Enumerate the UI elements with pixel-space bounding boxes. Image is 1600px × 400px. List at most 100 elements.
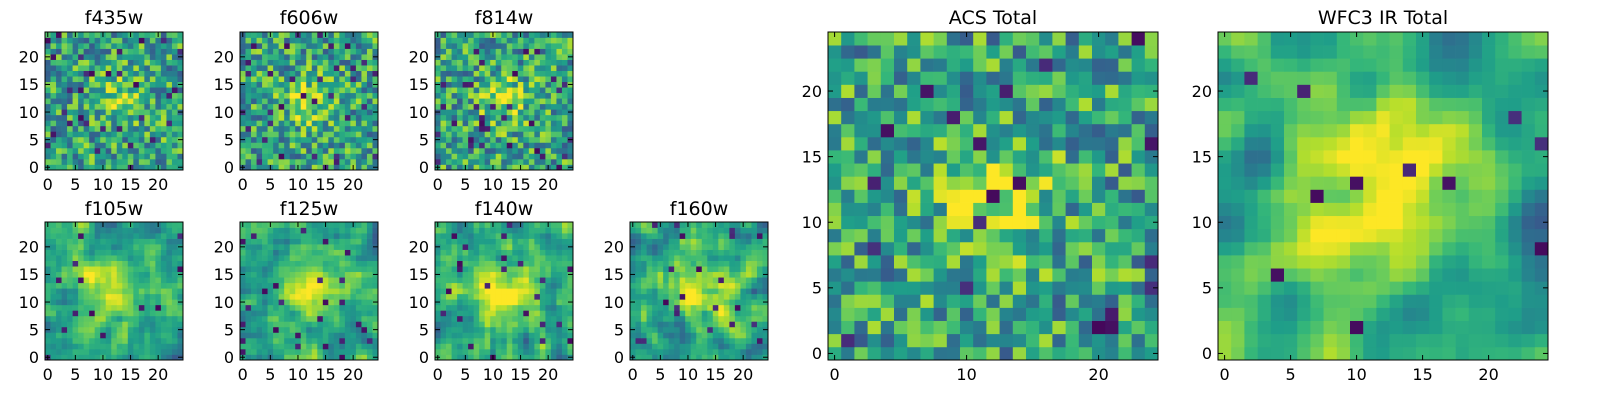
heatmap-cell	[100, 92, 107, 99]
heatmap-cell	[561, 70, 568, 77]
heatmap-cell	[539, 54, 546, 60]
heatmap-cell	[366, 59, 373, 66]
heatmap-cell	[707, 348, 714, 355]
heatmap-cell	[328, 249, 335, 256]
heatmap-cell	[440, 92, 447, 99]
heatmap-cell	[333, 147, 340, 154]
heatmap-cell	[300, 98, 307, 105]
heatmap-cell	[278, 293, 285, 300]
heatmap-cell	[690, 233, 697, 239]
heatmap-cell	[479, 315, 486, 322]
heatmap-cell	[1092, 268, 1106, 282]
heatmap-cell	[171, 249, 178, 256]
heatmap-cell	[523, 354, 530, 361]
heatmap-cell	[674, 337, 681, 344]
heatmap-cell	[256, 227, 263, 234]
heatmap-cell	[894, 333, 908, 348]
heatmap-cell	[322, 81, 329, 88]
heatmap-cell	[155, 103, 162, 110]
heatmap-cell	[317, 288, 324, 295]
heatmap-cell	[295, 332, 302, 339]
heatmap-cell	[479, 48, 486, 55]
heatmap-cell	[339, 310, 346, 317]
heatmap-cell	[61, 343, 68, 350]
heatmap-cell	[718, 348, 725, 355]
heatmap-cell	[339, 238, 346, 245]
heatmap-cell	[690, 326, 697, 333]
heatmap-cell	[484, 158, 491, 165]
heatmap-cell	[339, 147, 346, 154]
heatmap-cell	[149, 92, 156, 99]
heatmap-cell	[657, 326, 664, 333]
heatmap-cell	[523, 271, 530, 278]
heatmap-cell	[155, 131, 162, 138]
heatmap-cell	[160, 343, 167, 350]
heatmap-cell	[105, 98, 112, 105]
heatmap-cell	[484, 59, 491, 66]
heatmap-cell	[567, 332, 574, 339]
heatmap-cells	[435, 222, 574, 361]
heatmap-cell	[67, 87, 73, 94]
heatmap-cell	[1039, 333, 1053, 348]
heatmap-cell	[462, 260, 469, 267]
heatmap-cell	[490, 310, 497, 317]
heatmap-cell	[328, 142, 335, 149]
heatmap-cell	[61, 32, 68, 38]
heatmap-cell	[729, 271, 736, 278]
heatmap-cell	[116, 255, 123, 261]
heatmap-cell	[663, 332, 669, 339]
heatmap-cell	[523, 332, 530, 339]
heatmap-cell	[273, 65, 279, 71]
heatmap-cell	[685, 260, 692, 267]
heatmap-cell	[473, 87, 480, 94]
heatmap-cell	[1065, 255, 1080, 269]
heatmap-cell	[880, 241, 895, 256]
heatmap-cell	[880, 333, 895, 348]
heatmap-cell	[273, 98, 279, 105]
heatmap-cell	[372, 43, 379, 49]
heatmap-cell	[317, 142, 324, 149]
heatmap-cell	[361, 227, 368, 234]
heatmap-cell	[322, 288, 329, 295]
heatmap-cell	[473, 266, 480, 273]
heatmap-cell	[171, 304, 178, 311]
heatmap-cell	[278, 98, 285, 105]
heatmap-cell	[94, 244, 101, 250]
heatmap-cell	[273, 81, 279, 88]
heatmap-cell	[685, 233, 692, 239]
heatmap-cell	[273, 92, 279, 99]
heatmap-cell	[561, 125, 568, 132]
heatmap-cell	[523, 315, 530, 322]
heatmap-cell	[155, 266, 162, 273]
heatmap-cell	[89, 131, 96, 138]
heatmap-cell	[751, 315, 758, 322]
heatmap-cell	[534, 164, 541, 171]
heatmap-cell	[355, 354, 362, 361]
heatmap-cell	[534, 92, 541, 99]
heatmap-cell	[89, 277, 96, 284]
heatmap-cell	[251, 343, 257, 350]
heatmap-cell	[479, 54, 486, 60]
panel-title: ACS Total	[949, 7, 1037, 29]
heatmap-cell	[245, 48, 252, 55]
heatmap-cell	[284, 299, 291, 306]
heatmap-cell	[284, 59, 291, 66]
heatmap-cell	[83, 260, 90, 267]
heatmap-cell	[278, 332, 285, 339]
heatmap-cell	[273, 147, 279, 154]
heatmap-cell	[1092, 333, 1106, 348]
heatmap-cell	[273, 59, 279, 66]
heatmap-cell	[339, 158, 346, 165]
heatmap-cell	[251, 227, 257, 234]
heatmap-cell	[534, 142, 541, 149]
heatmap-cell	[166, 70, 173, 77]
heatmap-cell	[122, 65, 129, 71]
heatmap-cell	[133, 43, 140, 49]
heatmap-cell	[311, 227, 318, 234]
heatmap-cell	[306, 326, 313, 333]
heatmap-cell	[920, 215, 934, 230]
heatmap-cell	[262, 249, 268, 256]
y-tick-label: 5	[224, 130, 234, 149]
heatmap-cell	[440, 32, 447, 38]
heatmap-cell	[160, 109, 167, 116]
